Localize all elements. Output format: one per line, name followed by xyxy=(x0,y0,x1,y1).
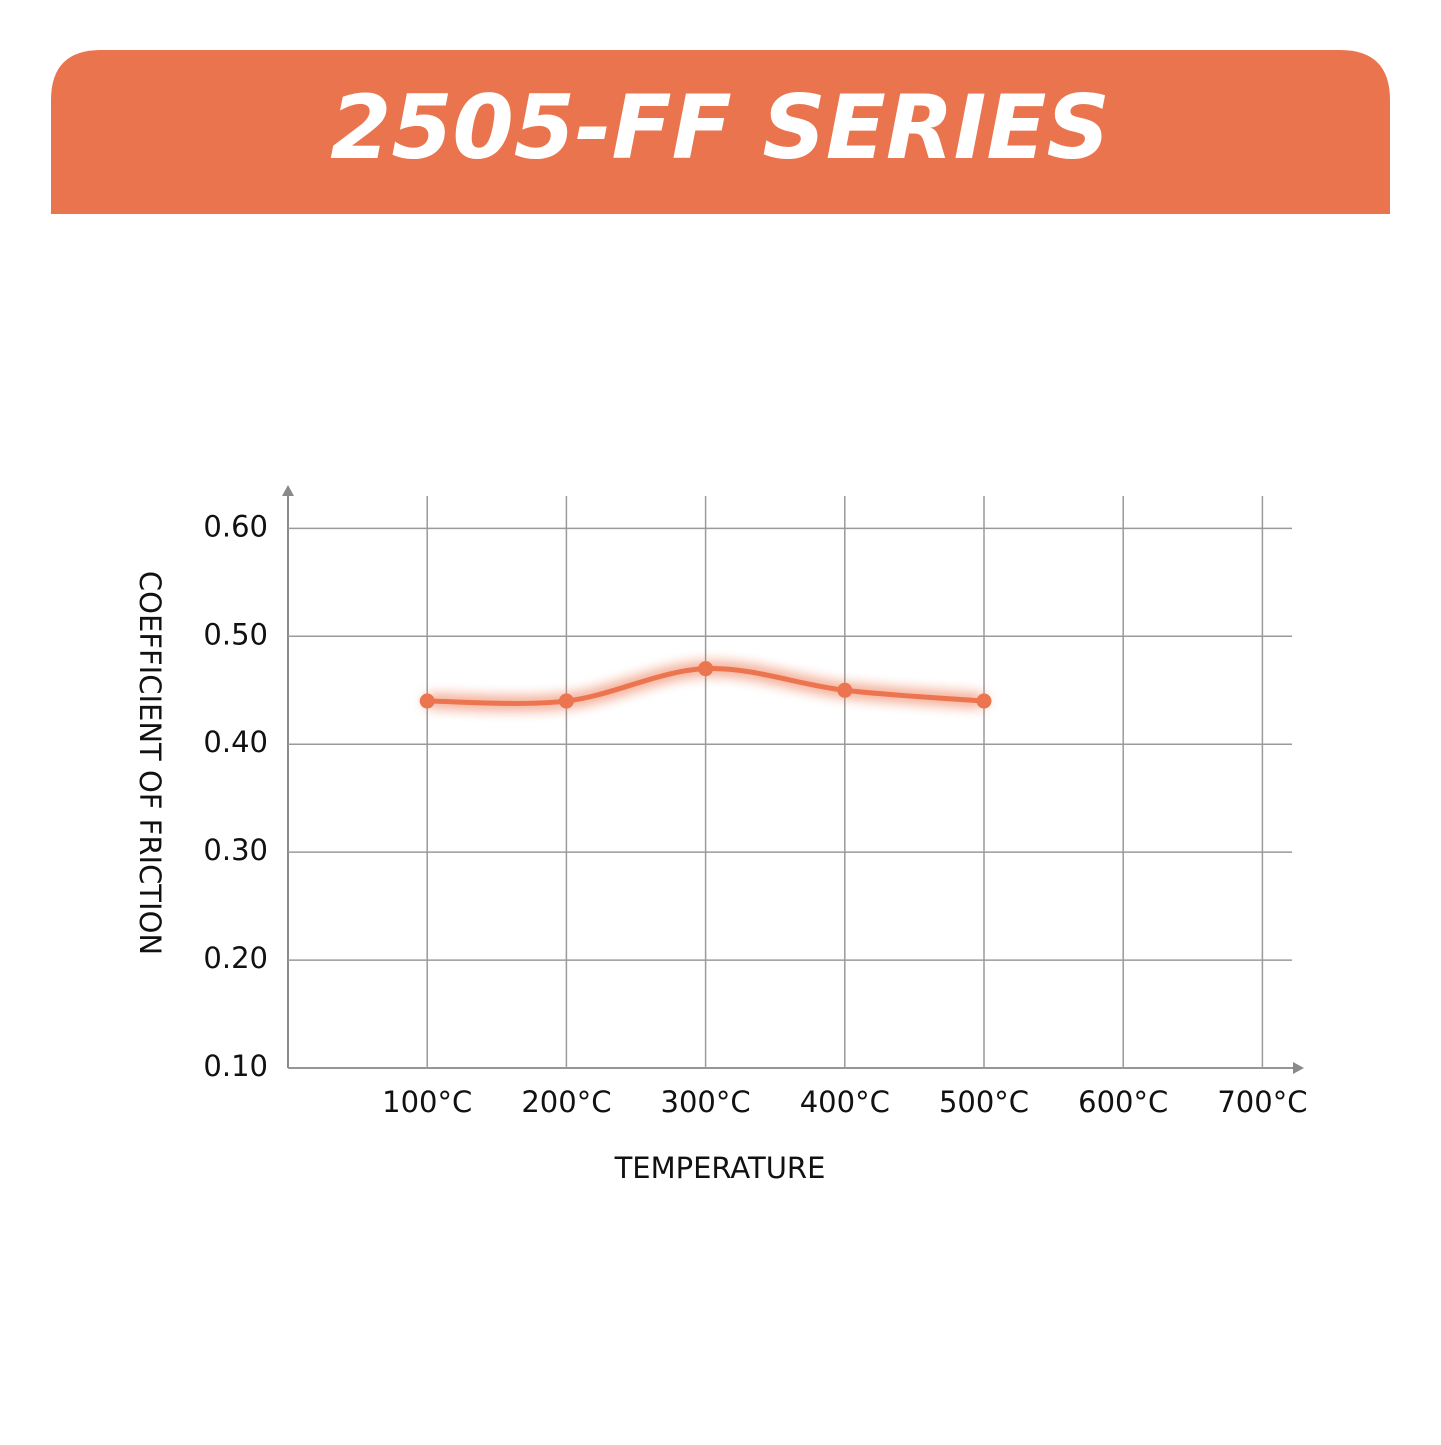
y-tick-label: 0.10 xyxy=(203,1049,268,1083)
x-tick-label: 600°C xyxy=(1078,1085,1168,1119)
x-tick-label: 500°C xyxy=(939,1085,1029,1119)
y-axis-arrow xyxy=(282,485,294,496)
y-tick-label: 0.20 xyxy=(203,941,268,975)
point xyxy=(837,682,853,698)
chart-title: 2505-FF SERIES xyxy=(330,76,1110,179)
y-tick-label: 0.40 xyxy=(203,725,268,759)
x-tick-label: 700°C xyxy=(1217,1085,1307,1119)
point xyxy=(698,661,714,677)
y-axis-label: COEFFICIENT OF FRICTION xyxy=(133,571,167,955)
x-tick-label: 200°C xyxy=(521,1085,611,1119)
point xyxy=(558,693,574,709)
x-tick-label: 400°C xyxy=(800,1085,890,1119)
y-tick-label: 0.30 xyxy=(203,833,268,867)
point xyxy=(419,693,435,709)
y-tick-label: 0.60 xyxy=(203,509,268,543)
x-tick-label: 100°C xyxy=(382,1085,472,1119)
header-band xyxy=(51,50,1390,214)
x-axis-label: TEMPERATURE xyxy=(614,1151,826,1185)
y-tick-label: 0.50 xyxy=(203,617,268,651)
point xyxy=(976,693,992,709)
x-axis-arrow xyxy=(1293,1062,1304,1074)
x-tick-label: 300°C xyxy=(661,1085,751,1119)
